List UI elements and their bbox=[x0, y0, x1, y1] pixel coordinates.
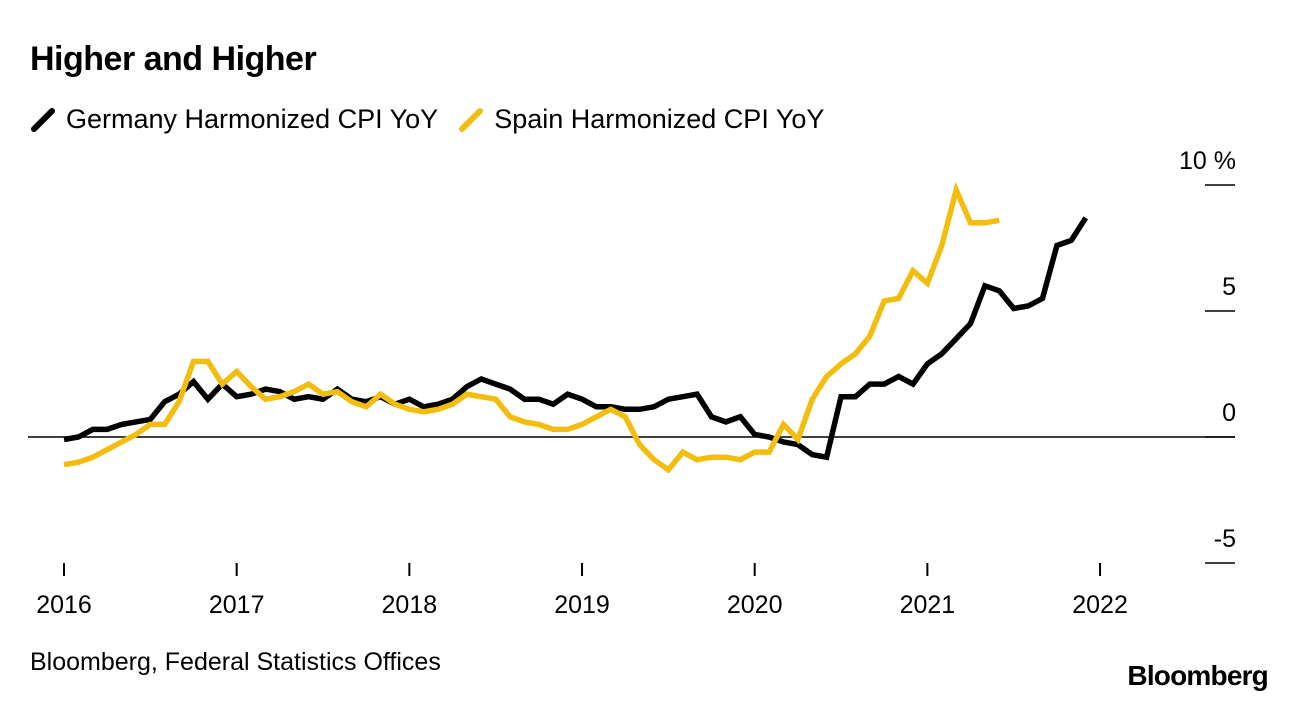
series-line-germany bbox=[63, 216, 1089, 461]
x-tick-label: 2020 bbox=[727, 591, 783, 619]
legend-swatch-spain bbox=[459, 107, 484, 132]
x-tick-label: 2018 bbox=[382, 591, 438, 619]
y-tick-label: 10 % bbox=[1179, 147, 1236, 175]
chart-title: Higher and Higher bbox=[30, 40, 317, 78]
source-note: Bloomberg, Federal Statistics Offices bbox=[30, 648, 441, 676]
series-line-spain bbox=[63, 181, 1000, 474]
x-tick-label: 2016 bbox=[36, 591, 92, 619]
y-tick-label: -5 bbox=[1214, 525, 1236, 553]
x-tick-label: 2021 bbox=[900, 591, 956, 619]
y-tick-label: 5 bbox=[1222, 273, 1236, 301]
y-tick-label: 0 bbox=[1222, 399, 1236, 427]
legend-label-spain: Spain Harmonized CPI YoY bbox=[494, 104, 825, 134]
bloomberg-logo: Bloomberg bbox=[1127, 660, 1268, 691]
legend-swatch-germany bbox=[31, 107, 55, 132]
x-tick-label: 2017 bbox=[209, 591, 265, 619]
legend-label-germany: Germany Harmonized CPI YoY bbox=[66, 104, 439, 134]
legend-item-germany: Germany Harmonized CPI YoY bbox=[30, 104, 438, 135]
x-tick-label: 2022 bbox=[1072, 591, 1128, 619]
x-tick-label: 2019 bbox=[554, 591, 610, 619]
legend: Germany Harmonized CPI YoY Spain Harmoni… bbox=[30, 104, 844, 135]
legend-item-spain: Spain Harmonized CPI YoY bbox=[458, 104, 824, 135]
